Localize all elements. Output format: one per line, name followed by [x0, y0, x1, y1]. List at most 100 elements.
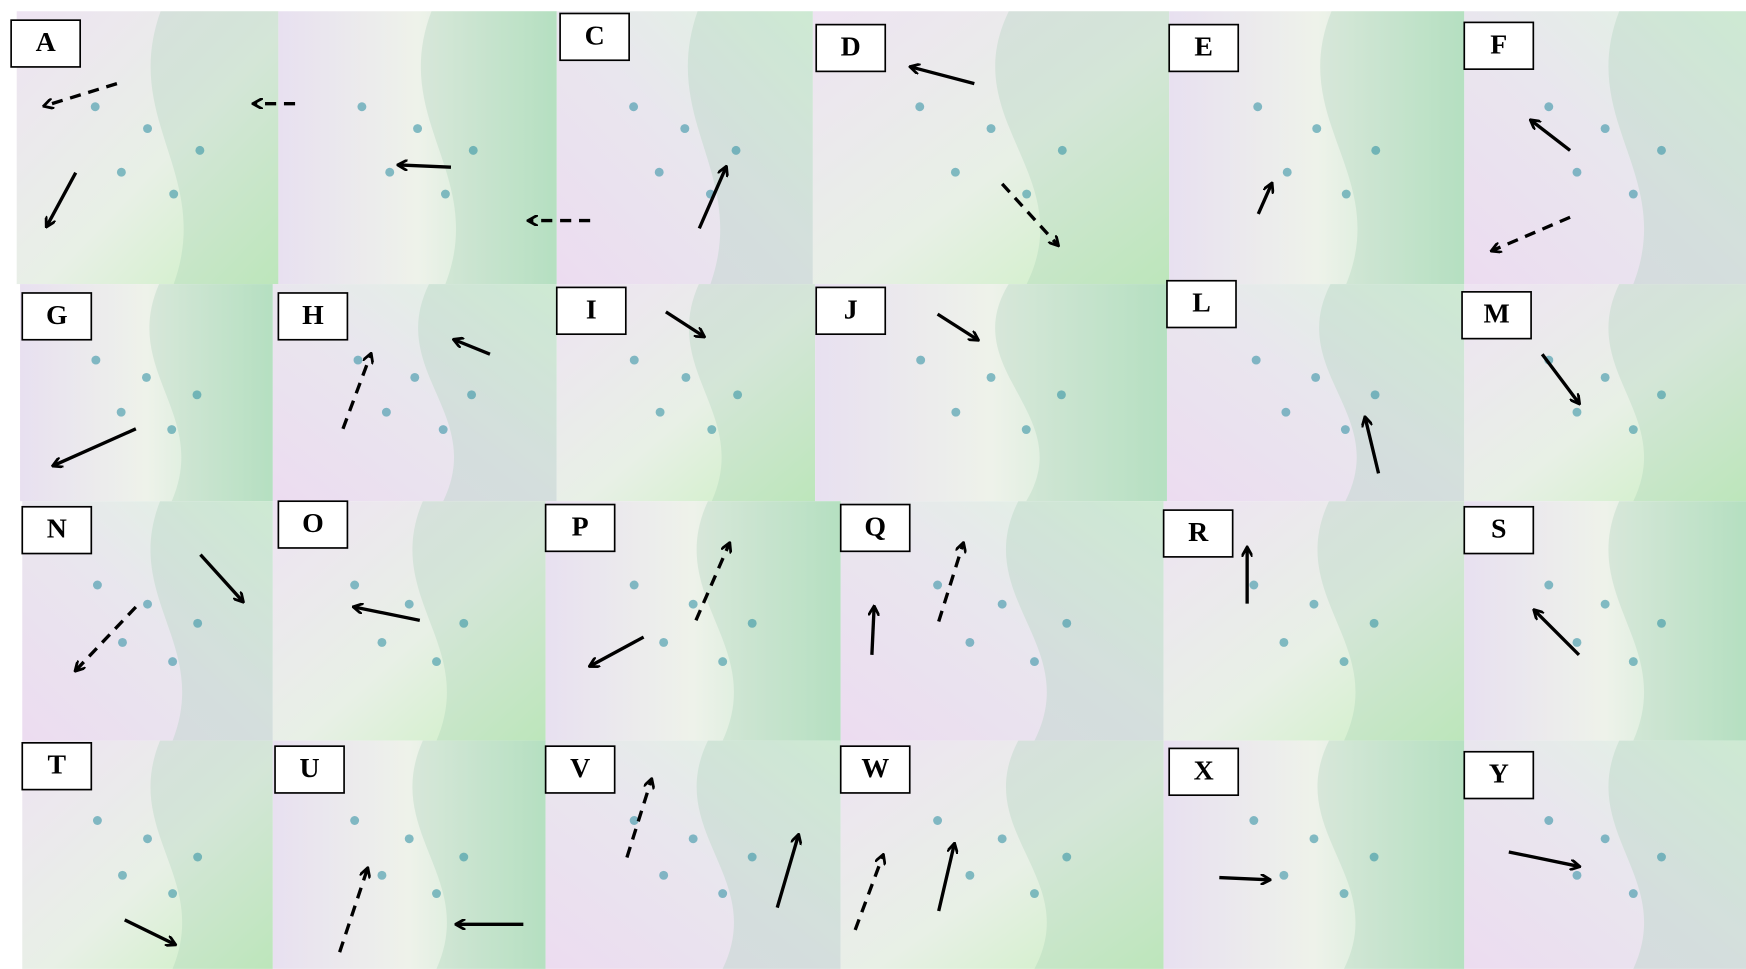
- stained-cell: [689, 834, 698, 843]
- stained-cell: [117, 408, 126, 417]
- stained-cell: [1629, 190, 1638, 199]
- panel-label: U: [300, 753, 320, 784]
- stained-cell: [916, 356, 925, 365]
- stained-cell: [1058, 146, 1067, 155]
- stained-cell: [933, 816, 942, 825]
- stained-cell: [1312, 124, 1321, 133]
- stained-cell: [718, 657, 727, 666]
- figure: ACDEFGHIJLMNOPQRSTUVWXY: [0, 0, 1746, 969]
- stained-cell: [987, 124, 996, 133]
- stained-cell: [117, 168, 126, 177]
- stained-cell: [1283, 168, 1292, 177]
- stained-cell: [1573, 871, 1582, 880]
- stained-cell: [1657, 146, 1666, 155]
- stained-cell: [1629, 425, 1638, 434]
- stained-cell: [656, 408, 665, 417]
- stained-cell: [1249, 816, 1258, 825]
- panel-label: W: [861, 753, 889, 784]
- stained-cell: [629, 102, 638, 111]
- stained-cell: [965, 871, 974, 880]
- panel-label: P: [572, 511, 589, 542]
- stained-cell: [680, 124, 689, 133]
- stained-cell: [377, 638, 386, 647]
- stained-cell: [748, 619, 757, 628]
- stained-cell: [951, 408, 960, 417]
- panel-label: E: [1194, 32, 1213, 63]
- stained-cell: [168, 889, 177, 898]
- stained-cell: [1573, 638, 1582, 647]
- stained-cell: [467, 390, 476, 399]
- stained-cell: [459, 853, 468, 862]
- stained-cell: [1544, 102, 1553, 111]
- stained-cell: [1310, 834, 1319, 843]
- stained-cell: [1340, 889, 1349, 898]
- stained-cell: [1022, 425, 1031, 434]
- stained-cell: [432, 889, 441, 898]
- stained-cell: [1062, 619, 1071, 628]
- stained-cell: [655, 168, 664, 177]
- stained-cell: [733, 390, 742, 399]
- stained-cell: [1342, 190, 1351, 199]
- stained-cell: [630, 356, 639, 365]
- stained-cell: [1341, 425, 1350, 434]
- stained-cell: [350, 816, 359, 825]
- stained-cell: [1057, 390, 1066, 399]
- panel-label: R: [1188, 517, 1209, 548]
- stained-cell: [193, 390, 202, 399]
- panel-label: H: [302, 300, 324, 331]
- panel-label: A: [36, 27, 56, 58]
- stained-cell: [1371, 390, 1380, 399]
- stained-cell: [405, 834, 414, 843]
- stained-cell: [142, 373, 151, 382]
- stained-cell: [1370, 619, 1379, 628]
- stained-cell: [1657, 619, 1666, 628]
- panel-label: X: [1194, 755, 1214, 786]
- stained-cell: [93, 581, 102, 590]
- stained-cell: [357, 102, 366, 111]
- stained-cell: [1573, 408, 1582, 417]
- stained-cell: [143, 834, 152, 843]
- stained-cell: [1311, 373, 1320, 382]
- stained-cell: [1371, 146, 1380, 155]
- stained-cell: [1544, 581, 1553, 590]
- stained-cell: [143, 600, 152, 609]
- panel-label: M: [1483, 299, 1509, 330]
- panel-label: C: [585, 20, 605, 51]
- stained-cell: [195, 146, 204, 155]
- panel-label: G: [46, 300, 68, 331]
- stained-cell: [1279, 638, 1288, 647]
- stained-cell: [1253, 102, 1262, 111]
- stained-cell: [1601, 124, 1610, 133]
- stained-cell: [933, 581, 942, 590]
- stained-cell: [1370, 853, 1379, 862]
- stained-cell: [630, 581, 639, 590]
- stained-cell: [1030, 889, 1039, 898]
- stained-cell: [1629, 889, 1638, 898]
- stained-cell: [432, 657, 441, 666]
- panel-label: Y: [1489, 759, 1509, 790]
- arrow: [399, 165, 451, 167]
- page: ACDEFGHIJLMNOPQRSTUVWXY (() => { const d…: [0, 0, 1746, 969]
- stained-cell: [350, 581, 359, 590]
- stained-cell: [354, 356, 363, 365]
- stained-cell: [689, 600, 698, 609]
- stained-cell: [118, 638, 127, 647]
- stained-cell: [1310, 600, 1319, 609]
- panels: [17, 11, 1746, 969]
- stained-cell: [91, 102, 100, 111]
- stained-cell: [193, 619, 202, 628]
- stained-cell: [410, 373, 419, 382]
- stained-cell: [1252, 356, 1261, 365]
- stained-cell: [1629, 657, 1638, 666]
- stained-cell: [1601, 600, 1610, 609]
- stained-cell: [91, 356, 100, 365]
- panel-label: D: [841, 32, 861, 63]
- stained-cell: [987, 373, 996, 382]
- stained-cell: [1573, 168, 1582, 177]
- stained-cell: [659, 871, 668, 880]
- stained-cell: [915, 102, 924, 111]
- panel-label: T: [48, 750, 67, 781]
- stained-cell: [1030, 657, 1039, 666]
- panel-label: L: [1192, 288, 1211, 319]
- panel-label: I: [586, 294, 597, 325]
